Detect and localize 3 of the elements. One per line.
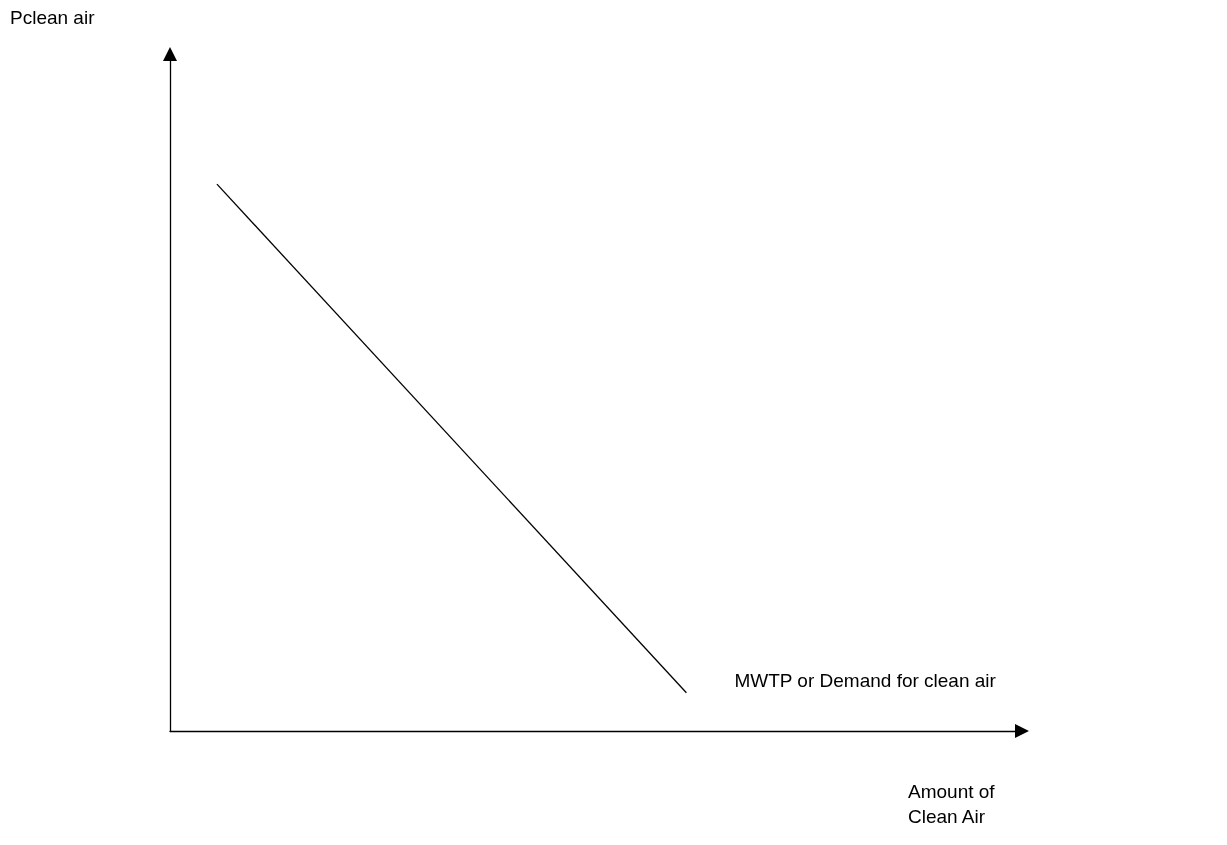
text: Pclean air — [10, 7, 96, 28]
x-axis-title: Amount of Clean Air — [908, 781, 996, 827]
text: MWTP or Demand for clean air — [734, 670, 997, 692]
